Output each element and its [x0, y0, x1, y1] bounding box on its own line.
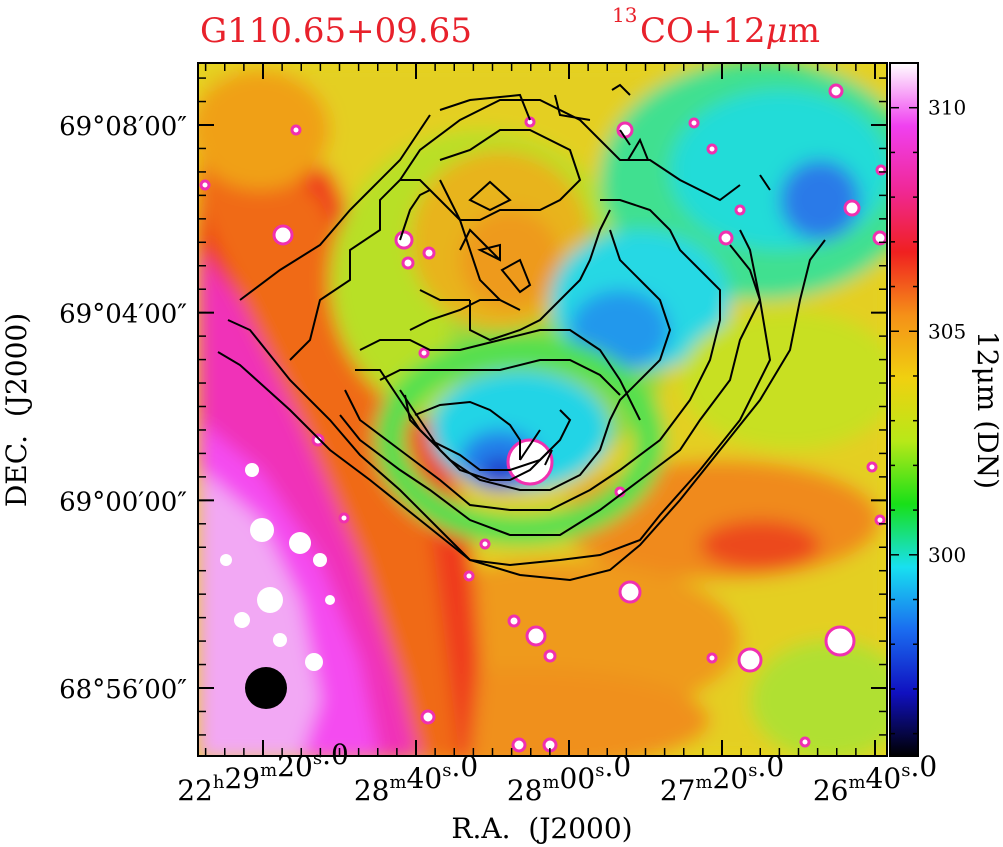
colorbar-tick-label: 300 [928, 543, 966, 567]
chart-title-source: G110.65+09.65 [200, 11, 472, 51]
x-tick-label: 27m20s.0 [660, 750, 784, 807]
colorbar-tick-label: 310 [928, 96, 966, 120]
colorbar: 300 305 310 [889, 62, 966, 757]
heatmap-image [198, 63, 887, 756]
y-axis-label: DEC. (J2000) [0, 313, 33, 507]
chart-title-sup: 13 [612, 3, 637, 27]
x-tick-label: 28m40s.0 [354, 750, 478, 807]
chart-title-end: m [788, 11, 820, 51]
y-tick-label: 69°00′00″ [59, 487, 187, 517]
x-axis-label: R.A. (J2000) [451, 812, 632, 845]
colorbar-tick-label: 305 [928, 319, 966, 343]
colorbar-label: 12μm (DN) [971, 331, 1003, 489]
co-contours [217, 83, 826, 582]
point-sources [199, 83, 887, 753]
chart-title-lines-text: CO+12μm [640, 11, 820, 51]
y-tick-label: 69°04′00″ [59, 300, 187, 330]
chart-title-main: CO+12 [640, 11, 766, 51]
y-tick-labels: 69°08′00″ 69°04′00″ 69°00′00″ 68°56′00″ [59, 112, 187, 705]
x-tick-label: 22h29m20s.0 [177, 738, 349, 807]
y-tick-label: 69°08′00″ [59, 112, 187, 142]
chart-title-mu: μ [766, 11, 788, 51]
x-tick-label: 26m40s.0 [813, 750, 937, 807]
plot-frame [197, 62, 888, 757]
y-tick-label: 68°56′00″ [59, 675, 187, 705]
chart-title-lines: 13 CO+12μm [612, 3, 820, 51]
beam-marker [245, 667, 287, 709]
x-tick-label: 28m00s.0 [507, 750, 631, 807]
